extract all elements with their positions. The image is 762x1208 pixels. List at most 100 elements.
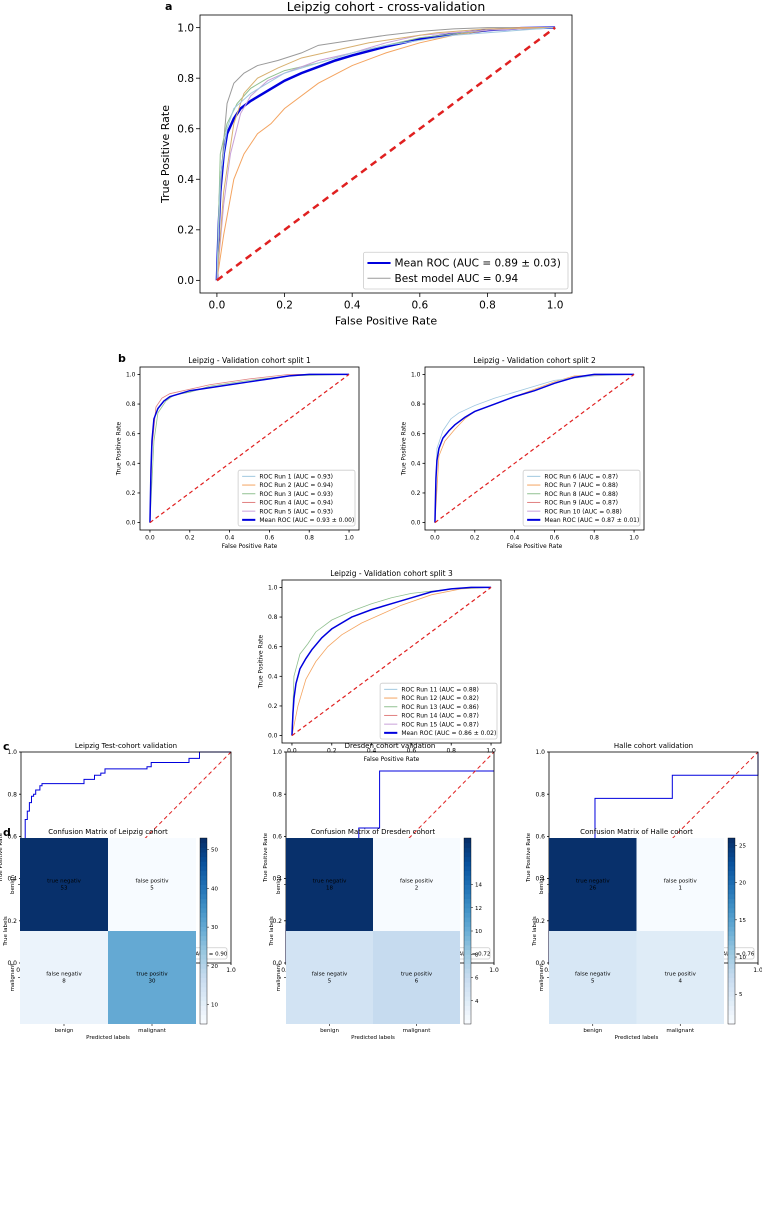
x-tick-label: malignant — [403, 1028, 432, 1034]
colorbar-segment — [728, 963, 735, 969]
x-tick-label: benign — [55, 1028, 74, 1034]
colorbar-tick-label: 12 — [475, 906, 482, 912]
chart-title: Leipzig - Validation cohort split 3 — [330, 569, 453, 578]
chart-title: Confusion Matrix of Dresden cohort — [311, 828, 435, 836]
y-tick-label: 0.6 — [177, 123, 194, 135]
y-axis-label: True labels — [269, 916, 275, 947]
colorbar-segment — [728, 996, 735, 1002]
legend-label: AUC = 0.90 — [195, 951, 227, 957]
colorbar-segment — [728, 898, 735, 904]
heatmap-cell — [636, 931, 724, 1024]
x-tick-label: 1.0 — [226, 967, 236, 974]
colorbar-segment — [728, 958, 735, 965]
colorbar-segment — [728, 875, 735, 881]
x-tick-label: 0.2 — [276, 300, 293, 312]
legend-label: ROC Run 4 (AUC = 0.94) — [259, 500, 333, 507]
x-axis-label: False Positive Rate — [507, 543, 563, 550]
colorbar-segment — [200, 861, 207, 867]
plot-frame — [199, 14, 573, 294]
y-tick-label: 0.4 — [7, 876, 17, 883]
colorbar-segment — [464, 977, 471, 983]
colorbar-segment — [464, 1019, 471, 1025]
x-axis-label: Predicted labels — [351, 1035, 395, 1041]
legend: ROC Run 1 (AUC = 0.93) ROC Run 2 (AUC = 0… — [237, 469, 356, 527]
y-tick-label: 1.0 — [272, 749, 282, 756]
y-tick-label: 0.0 — [268, 733, 278, 740]
colorbar-segment — [200, 972, 207, 978]
colorbar-segment — [200, 865, 207, 872]
colorbar-segment — [464, 865, 471, 872]
chart-b3: Leipzig - Validation cohort split 3 0.0 0.… — [257, 569, 502, 763]
legend-label: ROC Run 1 (AUC = 0.93) — [259, 473, 333, 480]
panel-label-d: d — [3, 826, 11, 839]
plot-frame — [139, 366, 360, 531]
colorbar-segment — [728, 1000, 735, 1006]
heatmap-cell — [20, 838, 108, 931]
series-line-chance — [216, 26, 556, 282]
colorbar-segment — [200, 898, 207, 904]
series-line-fold2 — [216, 27, 556, 281]
x-tick-label: 0.2 — [327, 748, 337, 755]
legend-label: Best model AUC = 0.94 — [395, 273, 519, 285]
x-tick-label: 1.0 — [753, 967, 762, 974]
colorbar-segment — [464, 861, 471, 867]
colorbar-segment — [464, 944, 471, 951]
colorbar-segment — [200, 921, 207, 927]
legend-label: ROC Run 11 (AUC = 0.88) — [401, 686, 479, 693]
y-tick-label: malignant — [10, 963, 16, 992]
colorbar-segment — [464, 949, 471, 955]
colorbar-segment — [728, 917, 735, 923]
colorbar-tick-label: 5 — [739, 992, 743, 998]
legend-label: ROC Run 5 (AUC = 0.93) — [259, 508, 333, 515]
colorbar-segment — [200, 903, 207, 909]
y-tick-label: 0.2 — [177, 224, 194, 236]
legend-label: Mean ROC (AUC = 0.86 ± 0.02) — [401, 730, 496, 737]
cell-category: true negativ — [576, 879, 610, 885]
x-tick-label: 0.4 — [344, 300, 361, 312]
x-axis-label: False Positive Rate — [364, 756, 420, 763]
colorbar-segment — [728, 838, 735, 844]
x-axis-label: False Positive Rate — [335, 315, 437, 328]
y-tick-label: 0.8 — [535, 791, 545, 798]
legend-label: AUC = 0.76 — [722, 951, 754, 957]
x-tick-label: 1.0 — [486, 748, 496, 755]
chart-title: Leipzig - Validation cohort split 1 — [188, 356, 311, 365]
colorbar-segment — [728, 977, 735, 983]
colorbar-tick-label: 50 — [211, 848, 218, 854]
chart-title: Leipzig Test-cohort validation — [75, 742, 177, 750]
chart-title: Confusion Matrix of Halle cohort — [580, 828, 693, 836]
legend-box — [379, 682, 498, 740]
legend-label: ROC Run 15 (AUC = 0.87) — [401, 721, 479, 728]
y-tick-label: 0.2 — [7, 918, 17, 925]
colorbar-segment — [200, 968, 207, 974]
x-tick-label: 1.0 — [629, 535, 639, 542]
colorbar-segment — [728, 1010, 735, 1016]
legend-label: Mean ROC (AUC = 0.89 ± 0.03) — [395, 258, 561, 270]
colorbar-segment — [728, 991, 735, 997]
heatmap-cell — [549, 931, 637, 1024]
colorbar-segment — [728, 940, 735, 946]
x-tick-label: benign — [583, 1028, 602, 1034]
cell-value: 18 — [326, 886, 333, 892]
y-tick-label: malignant — [539, 963, 545, 992]
y-tick-label: 0.6 — [535, 834, 545, 841]
chart-d2: Confusion Matrix of Dresden cohort true n… — [269, 828, 482, 1041]
colorbar-segment — [464, 996, 471, 1002]
colorbar-segment — [200, 926, 207, 932]
cell-category: true negativ — [313, 879, 347, 885]
colorbar-segment — [728, 944, 735, 951]
colorbar-segment — [464, 935, 471, 941]
series-line-run — [291, 587, 492, 736]
colorbar-segment — [464, 963, 471, 969]
colorbar-segment — [200, 1005, 207, 1011]
y-tick-label: 0.8 — [177, 73, 194, 85]
colorbar-segment — [464, 884, 471, 890]
cell-category: false positiv — [400, 879, 434, 885]
cell-value: 1 — [679, 886, 683, 892]
cell-category: false negativ — [312, 972, 348, 978]
heatmap-cell — [286, 931, 373, 1024]
colorbar-segment — [200, 907, 207, 913]
colorbar-segment — [200, 949, 207, 955]
colorbar-segment — [464, 838, 471, 844]
colorbar-segment — [200, 991, 207, 997]
